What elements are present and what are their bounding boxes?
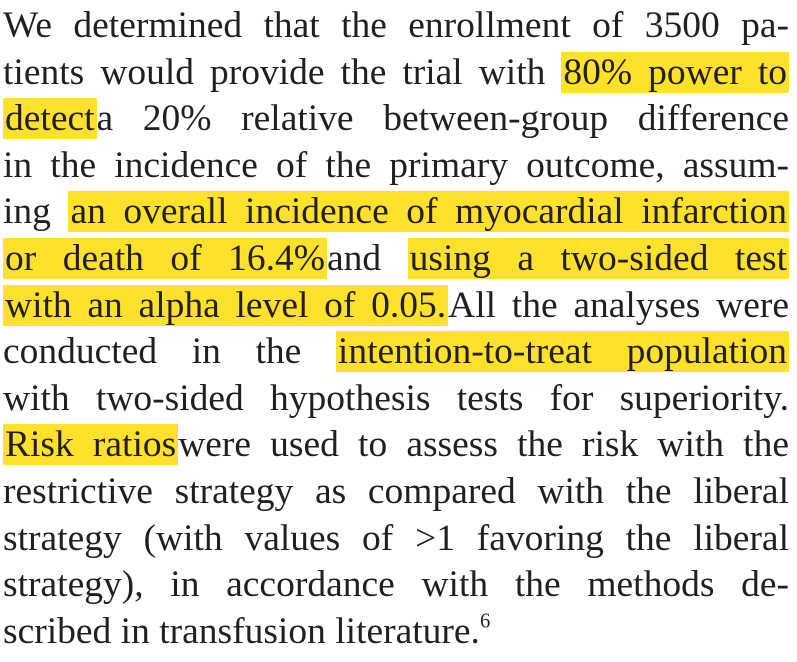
text-run: conducted in the [3,331,302,373]
text-line: with an alpha level of 0.05.All the anal… [3,282,789,330]
highlighted-phrase: 80% power to [561,51,789,93]
text-line: in the incidence of the primary outcome,… [3,142,789,190]
text-run: restrictive strategy as compared with th… [3,471,789,512]
text-line: detecta 20% relative between-group diffe… [3,95,789,143]
text-line: restrictive strategy as compared with th… [3,468,789,516]
text-line: scribed in transfusion literature.6 [3,608,789,656]
text-line: strategy (with values of >1 favoring the… [3,515,789,563]
text-line: strategy), in accordance with the method… [3,561,789,609]
text-line: We determined that the enrollment of 350… [3,2,789,50]
highlighted-phrase: an overall incidence of myocardial infar… [68,191,790,233]
text-line: with two-sided hypothesis tests for supe… [3,375,789,423]
highlighted-phrase: intention-to-treat population [335,331,789,373]
text-run: and [327,238,382,279]
text-line: tients would provide the trial with 80% … [3,49,789,97]
text-line: conducted in the intention-to-treat popu… [3,328,789,376]
highlighted-phrase: detect [3,98,97,140]
text-run: in the incidence of the primary outcome,… [3,144,789,186]
text-line: ing an overall incidence of myocardial i… [3,188,790,236]
text-run: All the analyses were [448,284,789,326]
citation-superscript: 6 [479,610,491,633]
text-run: with two-sided hypothesis tests for supe… [3,377,789,419]
text-run: scribed in transfusion literature. [3,610,480,652]
highlighted-phrase: Risk ratios [3,424,179,466]
highlighted-phrase: or death of 16.4% [3,238,328,279]
text-line: or death of 16.4%and using a two-sided t… [3,235,790,283]
text-run: We determined that the enrollment of 350… [3,5,789,46]
text-run: tients would provide the trial with [3,51,546,93]
highlighted-phrase: using a two-sided test [407,238,790,279]
text-run: a 20% relative between-group difference [96,98,789,140]
highlighted-phrase: with an alpha level of 0.05. [3,284,449,326]
text-line: Risk ratioswere used to assess the risk … [3,421,789,469]
text-run: strategy), in accordance with the method… [3,564,789,606]
text-run: strategy (with values of >1 favoring the… [3,517,789,559]
text-run: were used to assess the risk with the [178,424,789,466]
text-run: ing [3,191,51,233]
